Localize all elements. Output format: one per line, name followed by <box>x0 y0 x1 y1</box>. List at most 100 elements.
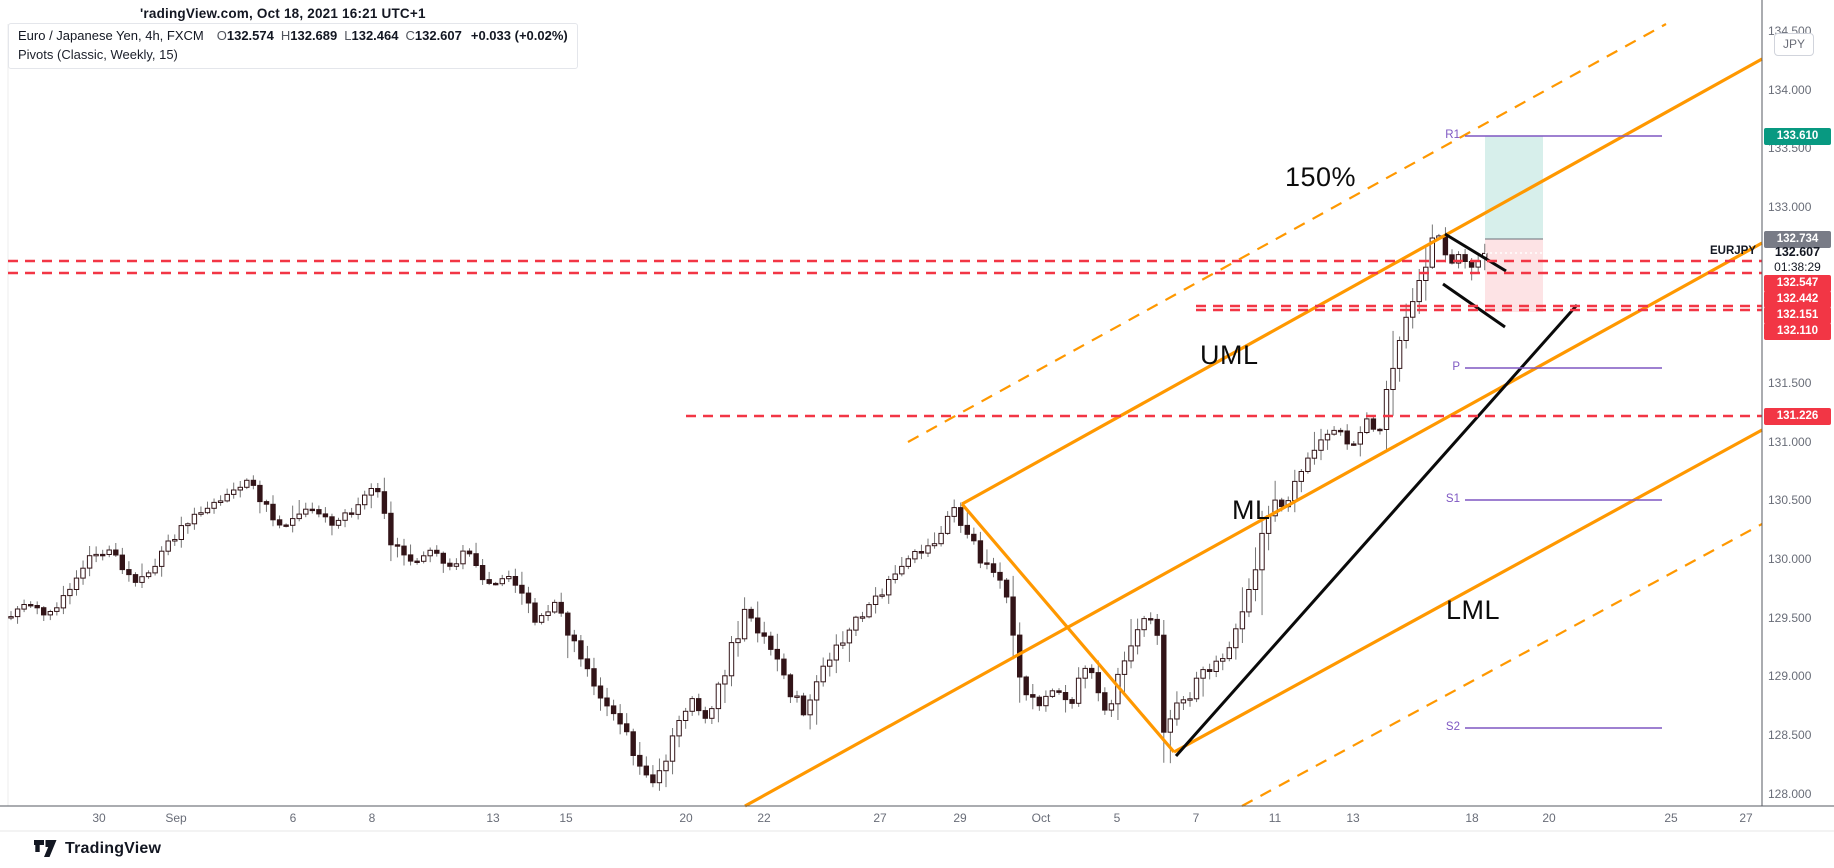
candle <box>663 760 669 772</box>
annotation-uml[interactable]: UML <box>1200 340 1259 370</box>
time-tick-27: 27 <box>873 811 887 825</box>
candle <box>1279 499 1285 508</box>
candle <box>145 572 152 578</box>
candle <box>421 555 427 562</box>
candle <box>912 551 918 560</box>
pitchfork-extension-150-upper[interactable] <box>907 23 1667 443</box>
price-tick-131.500: 131.500 <box>1768 376 1812 390</box>
candle <box>165 540 171 552</box>
pitchfork-UML[interactable] <box>961 57 1763 506</box>
candle <box>60 595 67 609</box>
candle <box>800 695 807 716</box>
candle <box>1239 611 1246 630</box>
candle <box>355 504 361 515</box>
candle <box>394 544 401 547</box>
candle <box>558 601 564 614</box>
candle <box>204 507 211 514</box>
pitchfork-LML[interactable] <box>1173 428 1763 754</box>
candle <box>886 579 892 596</box>
candle <box>388 512 394 546</box>
candle <box>486 579 492 584</box>
bar-countdown: 01:38:29 <box>1774 260 1821 274</box>
candle <box>73 577 80 590</box>
candle <box>617 713 623 725</box>
trendline-flag-top[interactable] <box>1444 232 1507 273</box>
candle <box>290 518 296 526</box>
candle <box>538 615 545 623</box>
annotation-ml[interactable]: ML <box>1232 495 1271 525</box>
axis-badge-132.442: 132.442 <box>1764 290 1831 308</box>
candle <box>113 549 119 556</box>
position-loss-zone[interactable] <box>1485 239 1543 312</box>
pivot-label-S2: S2 <box>1445 721 1460 733</box>
time-tick-Oct: Oct <box>1031 811 1051 825</box>
candle <box>768 635 774 650</box>
annotation-lml[interactable]: LML <box>1446 595 1501 625</box>
tradingview-logo[interactable]: TradingView <box>34 839 161 858</box>
candle <box>257 484 263 503</box>
candle <box>237 486 244 491</box>
candle <box>479 565 486 581</box>
currency-toggle-button[interactable]: JPY <box>1774 33 1814 56</box>
candle <box>571 634 577 642</box>
candle <box>741 608 748 640</box>
symbol-title[interactable]: Euro / Japanese Yen, 4h, FXCM <box>18 28 204 43</box>
symbol-legend-row: Euro / Japanese Yen, 4h, FXCM O132.574 H… <box>18 27 568 45</box>
candle <box>938 532 944 545</box>
time-tick-30: 30 <box>92 811 106 825</box>
candle <box>231 489 237 495</box>
candle <box>263 501 270 505</box>
indicator-legend-row[interactable]: Pivots (Classic, Weekly, 15) <box>18 47 178 62</box>
candle <box>1167 718 1173 733</box>
candle <box>1089 667 1095 674</box>
candle <box>1121 660 1128 675</box>
trendline-steep-support[interactable] <box>1174 304 1579 757</box>
candle <box>722 675 728 685</box>
candle <box>1180 699 1187 704</box>
candle <box>1455 254 1462 264</box>
candle <box>1311 449 1318 459</box>
last-price-symbol-label: EURJPY <box>1709 245 1756 257</box>
chart-legend[interactable]: Euro / Japanese Yen, 4h, FXCM O132.574 H… <box>8 23 578 69</box>
candle <box>211 501 217 509</box>
axis-badge-133.610: 133.610 <box>1764 127 1831 145</box>
annotation-150[interactable]: 150% <box>1285 162 1357 192</box>
candle <box>951 507 957 517</box>
time-tick-18: 18 <box>1465 811 1479 825</box>
candle <box>54 607 60 612</box>
candle <box>21 604 27 610</box>
candle <box>8 616 14 619</box>
pitchfork-extension-lower[interactable] <box>1241 523 1763 807</box>
candle <box>191 513 198 525</box>
candle <box>86 555 93 569</box>
candle <box>1318 439 1324 451</box>
candle <box>1082 667 1088 679</box>
candle <box>1403 316 1409 341</box>
candle <box>100 553 106 557</box>
pivot-label-R1: R1 <box>1445 129 1460 141</box>
time-tick-13: 13 <box>486 811 500 825</box>
candle <box>506 576 512 580</box>
time-tick-7: 7 <box>1192 811 1200 825</box>
candle <box>1233 628 1239 649</box>
axis-badge-131.226: 131.226 <box>1764 407 1831 425</box>
candle <box>316 509 322 515</box>
candle <box>859 616 866 619</box>
candle <box>1226 647 1232 660</box>
pivot-label-P: P <box>1452 361 1460 373</box>
candle <box>1134 629 1141 647</box>
candle <box>1410 301 1416 318</box>
candle <box>329 516 335 526</box>
pitchfork-ML[interactable] <box>744 241 1763 808</box>
candle <box>1220 658 1226 662</box>
position-profit-zone[interactable] <box>1485 136 1543 239</box>
time-tick-6: 6 <box>289 811 297 825</box>
candle <box>846 629 853 644</box>
candle <box>1023 676 1029 696</box>
candle <box>217 500 224 503</box>
price-tick-133.000: 133.000 <box>1768 200 1812 214</box>
candle <box>879 594 885 597</box>
candle <box>1095 672 1101 694</box>
candle <box>990 563 997 573</box>
